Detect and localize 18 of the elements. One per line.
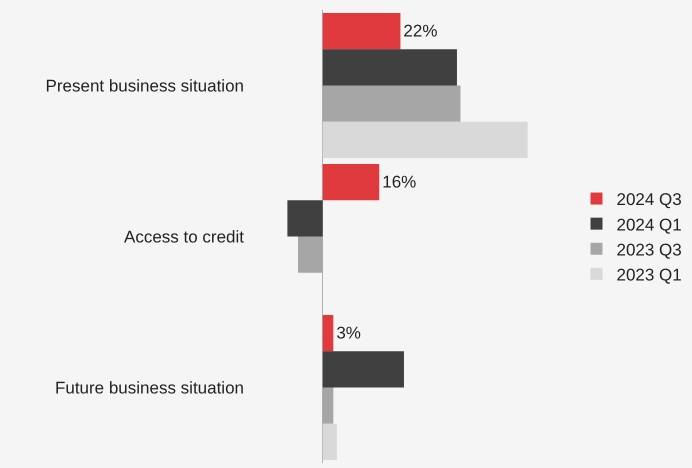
bar <box>287 200 323 236</box>
legend-label: 2023 Q3 <box>616 240 682 260</box>
bar <box>322 164 380 200</box>
legend-label: 2023 Q1 <box>616 265 682 284</box>
y-tick-label: Present business situation <box>46 76 244 96</box>
legend-label: 2024 Q3 <box>616 190 682 210</box>
bar <box>322 424 337 460</box>
bar <box>322 122 528 158</box>
y-tick-label: Access to credit <box>124 227 244 246</box>
data-label: 22% <box>403 22 438 41</box>
legend-label: 2024 Q1 <box>616 215 682 234</box>
data-label: 3% <box>336 324 361 343</box>
y-tick-label: Future business situation <box>55 378 244 398</box>
bar <box>322 315 334 352</box>
bar <box>322 49 457 86</box>
bar <box>322 13 400 50</box>
data-label: 16% <box>382 172 416 192</box>
bar <box>322 351 404 388</box>
